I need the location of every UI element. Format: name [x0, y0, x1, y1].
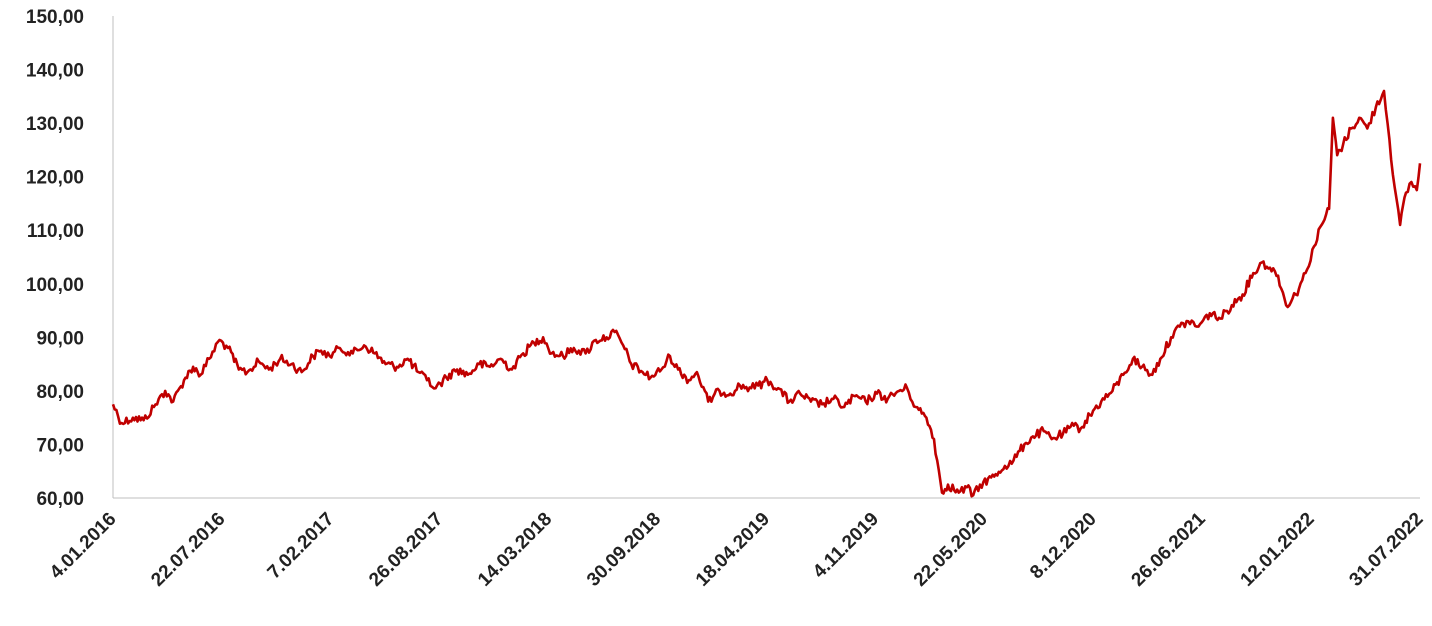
x-tick-label: 26.08.2017: [365, 509, 447, 591]
x-tick-label: 4.11.2019: [809, 509, 883, 583]
y-tick-label: 90,00: [36, 328, 84, 349]
series-group: [111, 89, 1422, 498]
y-tick-label: 150,00: [26, 7, 84, 28]
y-tick-label: 100,00: [26, 275, 84, 296]
x-tick-label: 22.05.2020: [910, 509, 992, 591]
x-tick-label: 7.02.2017: [264, 509, 339, 584]
x-tick-label: 30.09.2018: [583, 509, 665, 591]
y-tick-label: 130,00: [26, 114, 84, 135]
x-tick-label: 26.06.2021: [1128, 508, 1210, 590]
x-tick-label: 4.01.2016: [46, 509, 121, 584]
x-tick-label: 22.07.2016: [147, 509, 229, 591]
x-axis-labels: 4.01.2016 22.07.2016 7.02.2017 26.08.2017 14…: [46, 508, 1428, 590]
series-line: [111, 89, 1422, 498]
y-tick-label: 110,00: [27, 221, 84, 242]
y-tick-label: 120,00: [26, 168, 84, 189]
y-tick-label: 70,00: [36, 435, 84, 456]
x-tick-label: 18.04.2019: [692, 509, 774, 591]
y-tick-label: 80,00: [36, 382, 84, 403]
y-axis-labels: 60,00 70,00 80,00 90,00 100,00 110,00 120,00 13…: [26, 7, 84, 510]
x-tick-label: 8.12.2020: [1026, 509, 1101, 584]
x-tick-label: 12.01.2022: [1237, 509, 1319, 591]
y-tick-label: 60,00: [36, 489, 84, 510]
x-tick-label: 14.03.2018: [474, 509, 556, 591]
x-tick-label: 31.07.2022: [1345, 509, 1427, 591]
y-tick-label: 140,00: [26, 61, 84, 82]
